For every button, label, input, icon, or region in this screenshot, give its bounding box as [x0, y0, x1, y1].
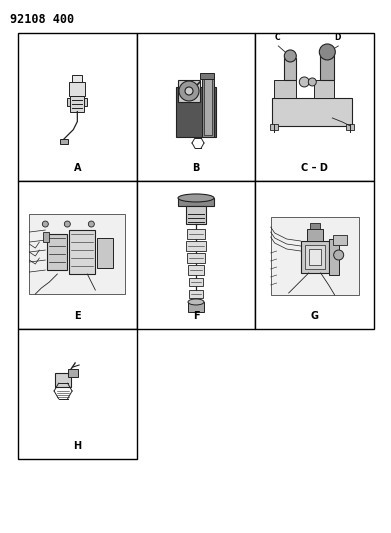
- Bar: [18, 181, 137, 329]
- Text: E: E: [74, 311, 81, 321]
- Bar: [137, 33, 255, 181]
- Bar: [329, 239, 339, 275]
- Bar: [307, 229, 323, 241]
- Circle shape: [299, 77, 309, 87]
- Text: D: D: [334, 33, 340, 42]
- Text: G: G: [311, 311, 319, 321]
- Bar: [274, 80, 296, 98]
- Bar: [186, 206, 206, 224]
- Bar: [255, 33, 374, 181]
- Bar: [305, 245, 325, 269]
- Circle shape: [284, 50, 296, 62]
- Bar: [43, 232, 49, 242]
- Bar: [272, 98, 352, 126]
- Text: C: C: [274, 33, 280, 42]
- Bar: [178, 198, 214, 206]
- Bar: [188, 265, 204, 275]
- Circle shape: [308, 78, 316, 86]
- Text: 92108 400: 92108 400: [10, 13, 74, 26]
- Bar: [67, 98, 70, 106]
- Bar: [320, 54, 334, 80]
- Bar: [333, 235, 347, 245]
- Bar: [18, 329, 137, 459]
- Circle shape: [88, 221, 94, 227]
- Bar: [187, 253, 205, 263]
- Circle shape: [42, 221, 48, 227]
- Bar: [176, 87, 216, 137]
- Bar: [189, 290, 203, 298]
- Bar: [47, 234, 67, 270]
- Bar: [18, 33, 137, 181]
- Bar: [314, 80, 334, 98]
- Ellipse shape: [178, 194, 214, 202]
- Bar: [60, 139, 68, 143]
- Bar: [270, 124, 278, 130]
- Bar: [187, 229, 205, 239]
- Bar: [55, 373, 71, 387]
- Bar: [178, 80, 200, 102]
- Bar: [97, 238, 113, 268]
- Bar: [29, 214, 126, 294]
- Bar: [72, 75, 83, 82]
- Bar: [202, 77, 214, 137]
- Bar: [69, 230, 95, 274]
- Bar: [84, 98, 87, 106]
- Circle shape: [65, 221, 70, 227]
- Bar: [255, 181, 374, 329]
- Circle shape: [334, 250, 344, 260]
- Circle shape: [179, 81, 199, 101]
- Bar: [69, 82, 85, 95]
- Ellipse shape: [188, 299, 204, 305]
- Bar: [70, 95, 84, 111]
- Bar: [301, 241, 329, 273]
- Circle shape: [319, 44, 335, 60]
- Circle shape: [185, 87, 193, 95]
- Bar: [308, 249, 321, 265]
- Bar: [310, 223, 320, 229]
- Bar: [137, 181, 255, 329]
- Bar: [204, 79, 212, 135]
- Bar: [188, 302, 204, 312]
- Bar: [200, 73, 214, 79]
- Text: C – D: C – D: [301, 163, 328, 173]
- Bar: [346, 124, 354, 130]
- Bar: [189, 278, 203, 286]
- Text: B: B: [192, 163, 200, 173]
- Text: F: F: [193, 311, 199, 321]
- Bar: [284, 58, 296, 80]
- Text: A: A: [74, 163, 81, 173]
- Bar: [271, 217, 359, 295]
- Bar: [68, 369, 78, 377]
- Bar: [186, 241, 206, 251]
- Text: H: H: [73, 441, 81, 451]
